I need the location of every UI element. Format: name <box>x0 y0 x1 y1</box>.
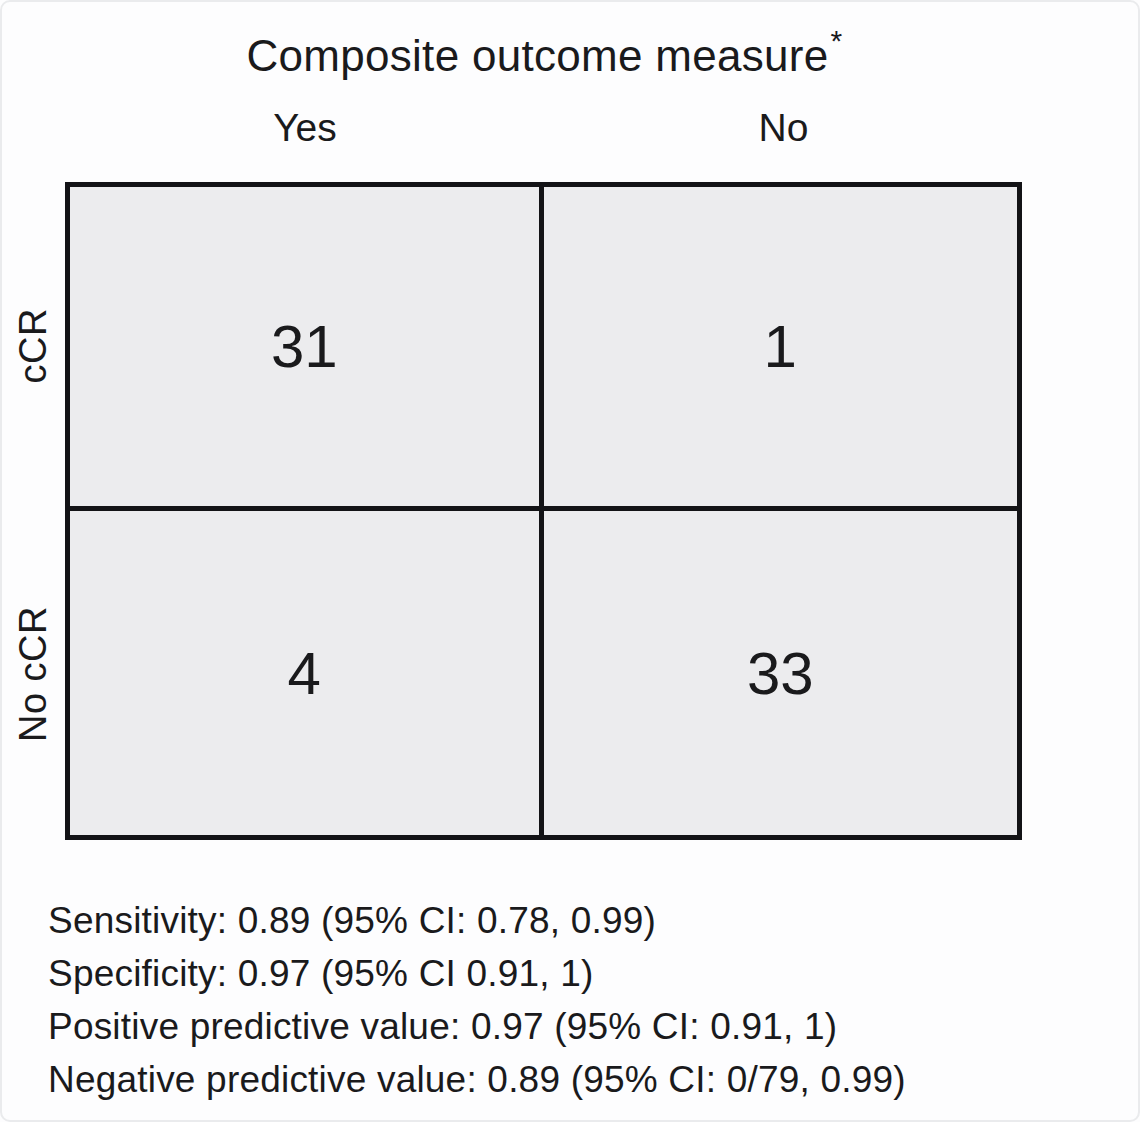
figure-title-text: Composite outcome measure <box>246 31 828 80</box>
row-header-ccr-label: cCR <box>12 308 55 383</box>
row-header-no-ccr: No cCR <box>2 509 64 840</box>
title-asterisk-superscript: * <box>831 24 843 57</box>
cell-ccr-yes: 31 <box>70 187 544 511</box>
cell-ccr-no: 1 <box>544 187 1018 511</box>
stat-line-specificity: Specificity: 0.97 (95% CI 0.91, 1) <box>48 947 906 1000</box>
column-header-yes: Yes <box>65 106 545 150</box>
stat-line-sensitivity: Sensitivity: 0.89 (95% CI: 0.78, 0.99) <box>48 894 906 947</box>
statistics-block: Sensitivity: 0.89 (95% CI: 0.78, 0.99) S… <box>48 894 906 1106</box>
stat-line-negative-predictive-value: Negative predictive value: 0.89 (95% CI:… <box>48 1053 906 1106</box>
column-header-no: No <box>545 106 1022 150</box>
confusion-matrix-figure: Composite outcome measure* Yes No cCR No… <box>0 0 1140 1122</box>
cell-no-ccr-no: 33 <box>544 511 1018 835</box>
row-header-ccr: cCR <box>2 182 64 509</box>
row-header-no-ccr-label: No cCR <box>12 606 55 742</box>
matrix-table: 31 1 4 33 <box>65 182 1022 840</box>
cell-no-ccr-yes: 4 <box>70 511 544 835</box>
figure-title: Composite outcome measure* <box>65 28 1022 81</box>
stat-line-positive-predictive-value: Positive predictive value: 0.97 (95% CI:… <box>48 1000 906 1053</box>
